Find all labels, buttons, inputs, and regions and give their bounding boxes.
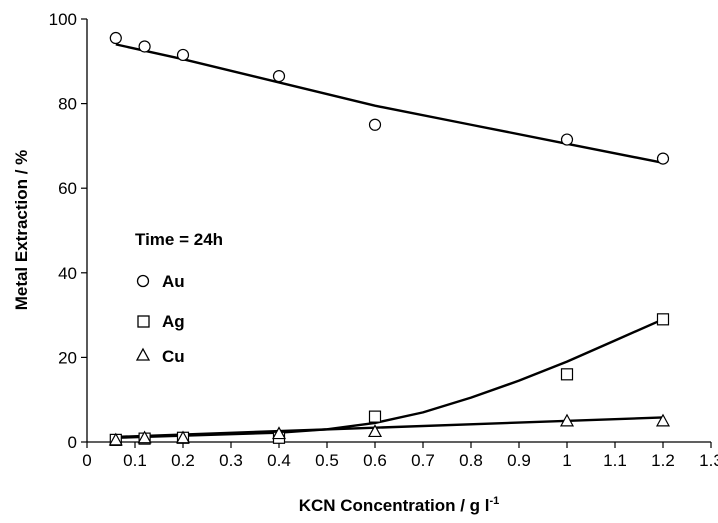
y-tick-label: 40 (58, 264, 77, 283)
data-point-cu (655, 413, 671, 427)
plot-frame (86, 19, 711, 443)
data-point-ag (368, 410, 382, 423)
fit-line-ag (115, 318, 664, 439)
x-axis-title-main: KCN Concentration / g l (299, 496, 490, 515)
legend-title: Time = 24h (135, 230, 223, 249)
x-tick-label: 0.3 (219, 451, 243, 470)
data-point-au (109, 31, 122, 45)
data-point-au (176, 48, 190, 62)
x-tick-label: 0.2 (171, 451, 195, 470)
y-tick-label: 60 (58, 179, 77, 198)
y-tick-label: 20 (58, 348, 77, 367)
data-point-au (560, 133, 574, 146)
data-point-cu (175, 430, 191, 444)
x-tick-label: 1.3 (699, 451, 718, 470)
y-tick-label: 100 (49, 10, 77, 29)
data-points (108, 31, 671, 446)
data-point-cu (108, 432, 123, 446)
x-tick-label: 0 (82, 451, 91, 470)
data-point-cu (271, 426, 287, 440)
x-axis-ticks: 0 0.1 0.2 0.3 0.4 0.5 0.6 0.7 0.8 0.9 1 1.1 1.2 1.3 (82, 442, 718, 470)
data-point-au (138, 40, 151, 53)
y-tick-label: 0 (68, 433, 77, 452)
data-point-cu (559, 413, 575, 427)
x-tick-label: 0.5 (315, 451, 339, 470)
data-point-cu (367, 424, 383, 438)
fit-line-au (115, 43, 664, 164)
data-point-au (656, 152, 670, 165)
x-tick-label: 0.7 (411, 451, 435, 470)
fit-line-cu (115, 416, 664, 439)
data-point-au (368, 118, 382, 131)
legend-cu-label: Cu (162, 347, 185, 366)
x-tick-label: 0.9 (507, 451, 531, 470)
x-axis-title: KCN Concentration / g l-1 (299, 495, 500, 515)
legend-au-marker (136, 274, 150, 288)
x-tick-label: 0.4 (267, 451, 291, 470)
data-point-ag (560, 368, 574, 381)
legend: Time = 24h Au Ag Cu (135, 230, 223, 366)
data-point-cu (137, 430, 152, 444)
data-point-au (272, 70, 286, 83)
x-tick-label: 1.1 (603, 451, 627, 470)
x-tick-label: 0.8 (459, 451, 483, 470)
y-tick-label: 80 (58, 95, 77, 114)
legend-ag-marker (137, 315, 150, 328)
x-tick-label: 1.2 (651, 451, 675, 470)
x-tick-label: 1 (562, 451, 571, 470)
x-tick-label: 0.1 (123, 451, 147, 470)
legend-au-label: Au (162, 272, 185, 291)
x-axis-title-superscript: -1 (490, 495, 500, 507)
y-axis-ticks: 0 20 40 60 80 100 (49, 10, 87, 452)
data-point-ag (656, 313, 670, 326)
legend-ag-label: Ag (162, 312, 185, 331)
legend-cu-marker (135, 347, 151, 361)
y-axis-title: Metal Extraction / % (12, 150, 31, 311)
x-tick-label: 0.6 (363, 451, 387, 470)
